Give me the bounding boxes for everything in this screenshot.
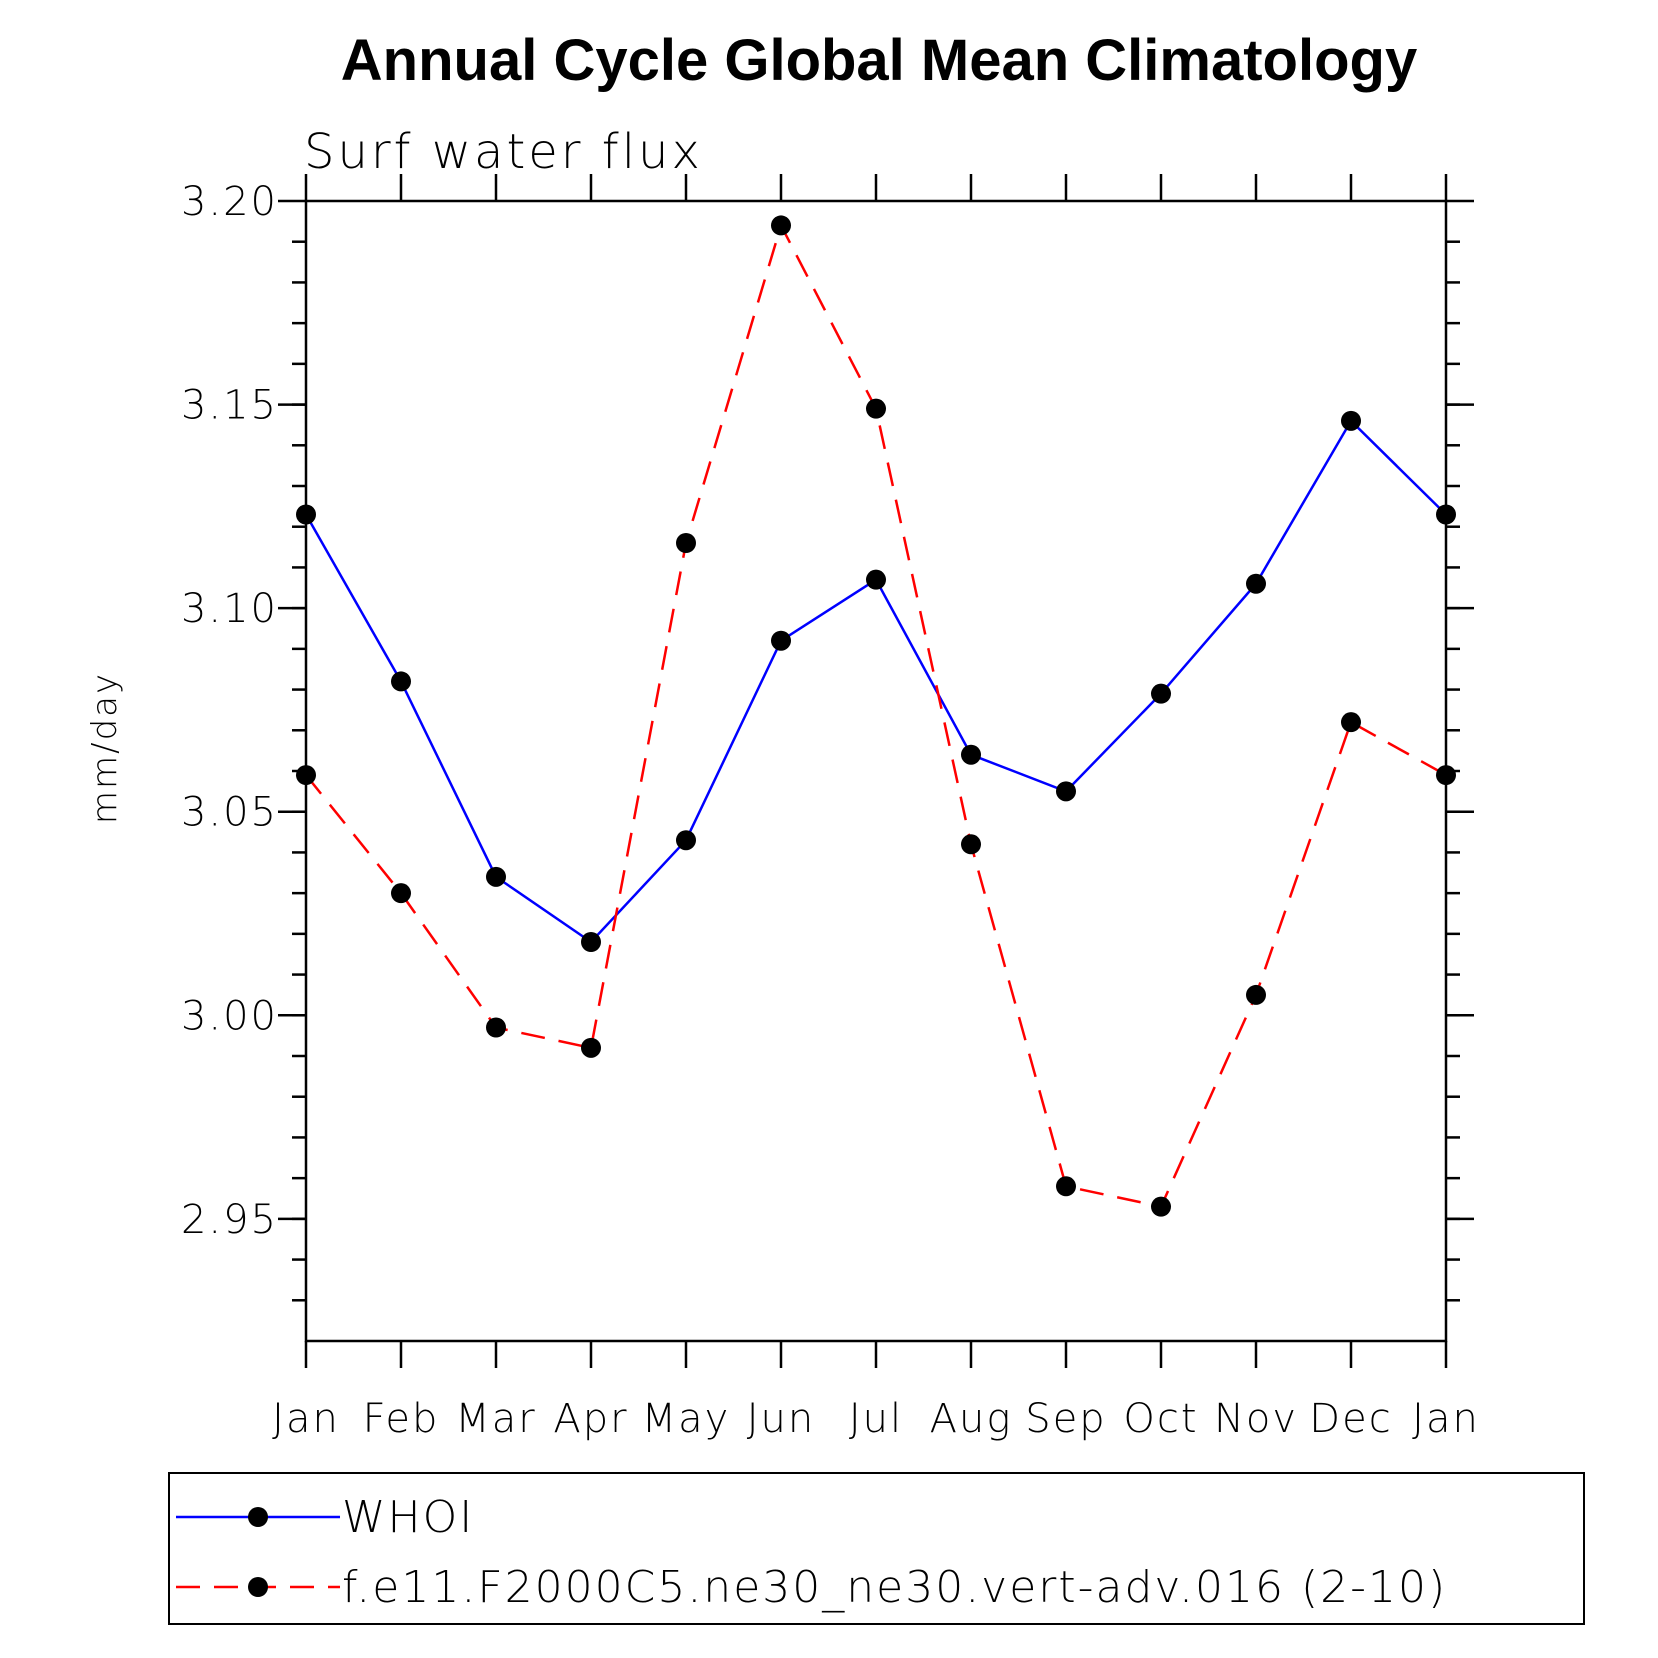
data-point [1436, 504, 1456, 525]
data-point [1341, 712, 1361, 733]
x-tick-label: Nov [1214, 1396, 1298, 1442]
data-point [866, 398, 886, 419]
data-point [296, 504, 316, 525]
data-point [1341, 410, 1361, 431]
data-point [1056, 781, 1076, 802]
x-tick-label: Mar [455, 1396, 536, 1442]
y-axis-label: mm/day [85, 672, 125, 824]
data-point [1246, 984, 1266, 1005]
x-tick-label: Sep [1025, 1396, 1106, 1442]
y-tick-label: 3.20 [181, 179, 278, 225]
legend-label-model: f.e11.F2000C5.ne30_ne30.vert-adv.016 (2-… [342, 1562, 1447, 1613]
data-point [1436, 765, 1456, 786]
data-point [961, 834, 981, 855]
data-point [1056, 1176, 1076, 1197]
data-point [581, 932, 601, 952]
x-tick-label: Apr [553, 1396, 628, 1442]
series-line-whoi [304, 418, 1447, 944]
data-point [391, 883, 411, 904]
data-point [771, 215, 791, 236]
x-tick-label: Jan [272, 1396, 340, 1442]
data-point [771, 630, 791, 651]
chart-title: Annual Cycle Global Mean Climatology [341, 28, 1417, 93]
legend-box [168, 1472, 1585, 1625]
x-tick-label: Dec [1309, 1396, 1392, 1442]
y-tick-label: 3.10 [181, 586, 278, 632]
data-point [1246, 573, 1266, 594]
data-point [1151, 683, 1171, 704]
data-point [486, 1017, 506, 1038]
legend-label-whoi: WHOI [342, 1492, 474, 1543]
legend-marker [248, 1577, 268, 1597]
y-tick-labels: 2.95 3.00 3.05 3.10 3.15 3.20 [181, 179, 278, 1243]
data-point [676, 533, 696, 553]
legend-items [176, 1507, 340, 1597]
legend: WHOI f.e11.F2000C5.ne30_ne30.vert-adv.01… [168, 1472, 1585, 1625]
x-tick-label: Jul [849, 1396, 903, 1442]
data-point [391, 671, 411, 692]
data-point [1151, 1196, 1171, 1217]
data-point [961, 744, 981, 765]
x-tick-label: Oct [1123, 1396, 1198, 1442]
data-point [866, 569, 886, 590]
data-point [676, 830, 696, 851]
legend-marker [248, 1507, 268, 1527]
x-tick-labels: Jan Feb Mar Apr May Jun Jul Aug Sep Oct Nov Dec Jan [272, 1396, 1480, 1442]
x-tick-label: Jun [747, 1396, 816, 1442]
y-tick-label: 3.05 [181, 790, 278, 836]
plot-frame [304, 199, 1448, 1343]
chart-subtitle: Surf water flux [304, 124, 703, 180]
data-point [486, 866, 506, 887]
series-line-model [305, 222, 1447, 1209]
axis-ticks [278, 174, 1474, 1368]
y-tick-label: 3.00 [181, 993, 278, 1039]
series-layer [296, 215, 1456, 1217]
x-tick-label: Jan [1412, 1396, 1480, 1442]
x-tick-label: Feb [363, 1396, 440, 1442]
y-tick-label: 2.95 [181, 1197, 278, 1243]
x-tick-label: May [642, 1396, 731, 1442]
x-tick-label: Aug [930, 1396, 1013, 1442]
data-point [581, 1037, 601, 1058]
y-tick-label: 3.15 [181, 383, 278, 429]
data-point [296, 765, 316, 786]
